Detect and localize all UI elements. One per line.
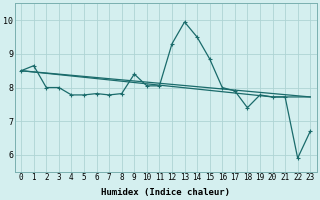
X-axis label: Humidex (Indice chaleur): Humidex (Indice chaleur) xyxy=(101,188,230,197)
